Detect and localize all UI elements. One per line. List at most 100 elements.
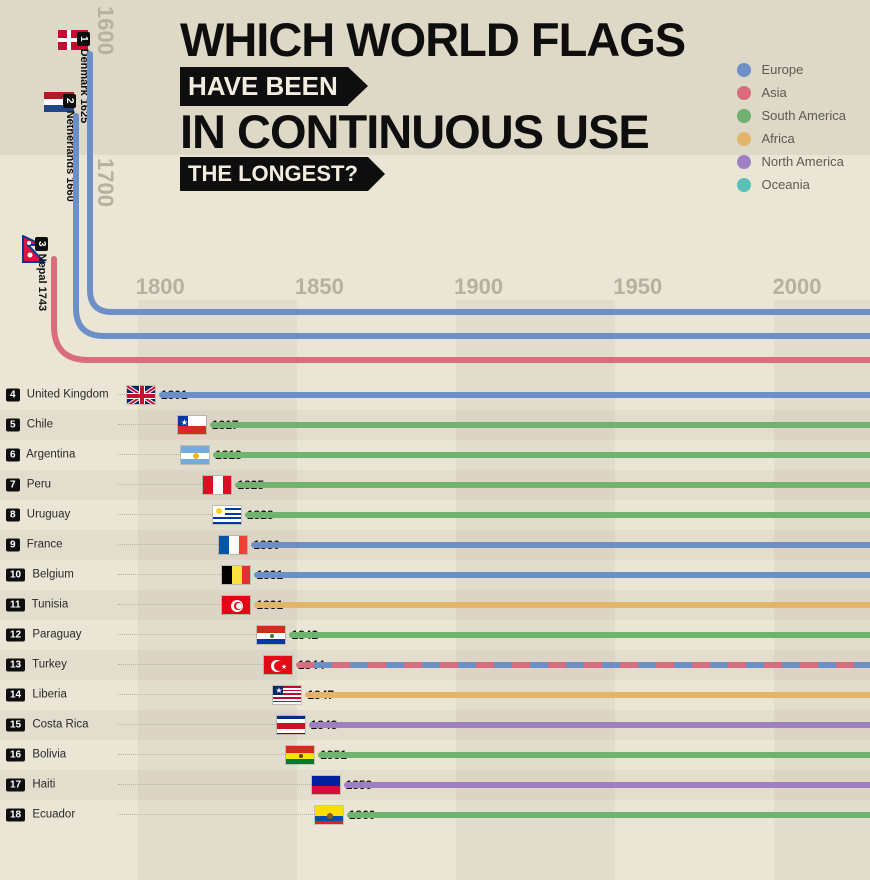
- row-bar: [309, 722, 870, 728]
- row-label: 13 Turkey: [0, 659, 115, 672]
- row-united-kingdom: 4 United Kingdom 1801: [0, 380, 870, 410]
- rank-badge: 8: [6, 509, 20, 522]
- top3-denmark: 1 Denmark 1625: [58, 30, 88, 55]
- row-bar: [213, 452, 870, 458]
- flag-icon: [221, 595, 251, 615]
- row-label: 17 Haiti: [0, 779, 115, 792]
- row-turkey: 13 Turkey ★1844: [0, 650, 870, 680]
- rank-badge: 12: [6, 629, 25, 642]
- rank-badge: 14: [6, 689, 25, 702]
- legend-swatch: [737, 178, 751, 192]
- legend-swatch: [737, 109, 751, 123]
- row-belgium: 10 Belgium1831: [0, 560, 870, 590]
- row-label: 16 Bolivia: [0, 749, 115, 762]
- top3-label: 3 Nepal 1743: [35, 237, 48, 311]
- legend-label: Asia: [761, 85, 786, 100]
- rank-badge: 11: [6, 599, 25, 612]
- legend-label: North America: [761, 154, 843, 169]
- legend-item-north-america: North America: [737, 154, 846, 169]
- legend-item-oceania: Oceania: [737, 177, 846, 192]
- row-leader: [118, 784, 322, 785]
- row-leader: [118, 574, 232, 575]
- rank-badge: 1: [77, 32, 90, 46]
- top3-label: 1 Denmark 1625: [77, 32, 90, 123]
- row-tunisia: 11 Tunisia 1831: [0, 590, 870, 620]
- row-bolivia: 16 Bolivia1851: [0, 740, 870, 770]
- row-bar: [305, 692, 870, 698]
- flag-icon: [126, 385, 156, 405]
- row-leader: [118, 484, 213, 485]
- flag-icon: ★: [177, 415, 207, 435]
- haxis-1850: 1850: [295, 274, 344, 300]
- row-bar: [251, 542, 870, 548]
- title-band-2: THE LONGEST?: [180, 157, 368, 191]
- row-leader: [118, 694, 283, 695]
- rank-badge: 2: [63, 94, 76, 108]
- legend-item-south-america: South America: [737, 108, 846, 123]
- row-bar: [289, 632, 870, 638]
- top3-netherlands: 2 Netherlands 1660: [44, 92, 74, 117]
- legend-item-europe: Europe: [737, 62, 846, 77]
- row-label: 12 Paraguay: [0, 629, 115, 642]
- rank-badge: 5: [6, 419, 20, 432]
- flag-icon: [314, 805, 344, 825]
- row-bar: [245, 512, 870, 518]
- rank-badge: 9: [6, 539, 20, 552]
- row-bar: [235, 482, 870, 488]
- row-leader: [118, 814, 325, 815]
- row-paraguay: 12 Paraguay1842: [0, 620, 870, 650]
- row-france: 9 France1830: [0, 530, 870, 560]
- row-uruguay: 8 Uruguay 1828: [0, 500, 870, 530]
- flag-icon: [221, 565, 251, 585]
- row-label: 9 France: [0, 539, 115, 552]
- flag-icon: [311, 775, 341, 795]
- row-bar: [344, 782, 870, 788]
- row-bar: [254, 572, 870, 578]
- rank-badge: 10: [6, 569, 25, 582]
- flag-icon: ★: [263, 655, 293, 675]
- flag-icon: [218, 535, 248, 555]
- row-leader: [118, 634, 267, 635]
- flag-icon: [276, 715, 306, 735]
- row-bar: [296, 662, 870, 668]
- legend-label: Oceania: [761, 177, 809, 192]
- legend-item-asia: Asia: [737, 85, 846, 100]
- rank-badge: 18: [6, 809, 25, 822]
- flag-icon: ★: [272, 685, 302, 705]
- legend: Europe Asia South America Africa North Ameri…: [737, 62, 846, 200]
- row-bar: [159, 392, 870, 398]
- row-label: 5 Chile: [0, 419, 115, 432]
- row-label: 8 Uruguay: [0, 509, 115, 522]
- haxis-1800: 1800: [136, 274, 185, 300]
- vaxis-1700: 1700: [92, 158, 118, 207]
- row-leader: [118, 664, 274, 665]
- haxis-2000: 2000: [772, 274, 821, 300]
- vaxis-1600: 1600: [92, 6, 118, 55]
- title-band-1: HAVE BEEN: [180, 67, 348, 106]
- title-line-2: IN CONTINUOUS USE: [180, 110, 685, 153]
- rank-badge: 13: [6, 659, 25, 672]
- row-label: 18 Ecuador: [0, 809, 115, 822]
- rank-badge: 6: [6, 449, 20, 462]
- row-costa-rica: 15 Costa Rica 1848: [0, 710, 870, 740]
- legend-swatch: [737, 155, 751, 169]
- row-haiti: 17 Haiti1859: [0, 770, 870, 800]
- row-leader: [118, 544, 229, 545]
- flag-icon: [212, 505, 242, 525]
- rank-badge: 7: [6, 479, 20, 492]
- top3-nepal: 3 Nepal 1743: [22, 235, 46, 268]
- flag-icon: [285, 745, 315, 765]
- top3-label: 2 Netherlands 1660: [63, 94, 76, 202]
- row-bar: [210, 422, 870, 428]
- row-label: 15 Costa Rica: [0, 719, 115, 732]
- row-label: 10 Belgium: [0, 569, 115, 582]
- legend-label: Africa: [761, 131, 794, 146]
- rank-badge: 3: [35, 237, 48, 251]
- flag-icon: [202, 475, 232, 495]
- row-leader: [118, 754, 296, 755]
- chart-rows: 4 United Kingdom 18015 Chile ★18176 Arge…: [0, 380, 870, 830]
- legend-label: Europe: [761, 62, 803, 77]
- row-label: 11 Tunisia: [0, 599, 115, 612]
- legend-swatch: [737, 132, 751, 146]
- title-line-1: WHICH WORLD FLAGS: [180, 18, 685, 61]
